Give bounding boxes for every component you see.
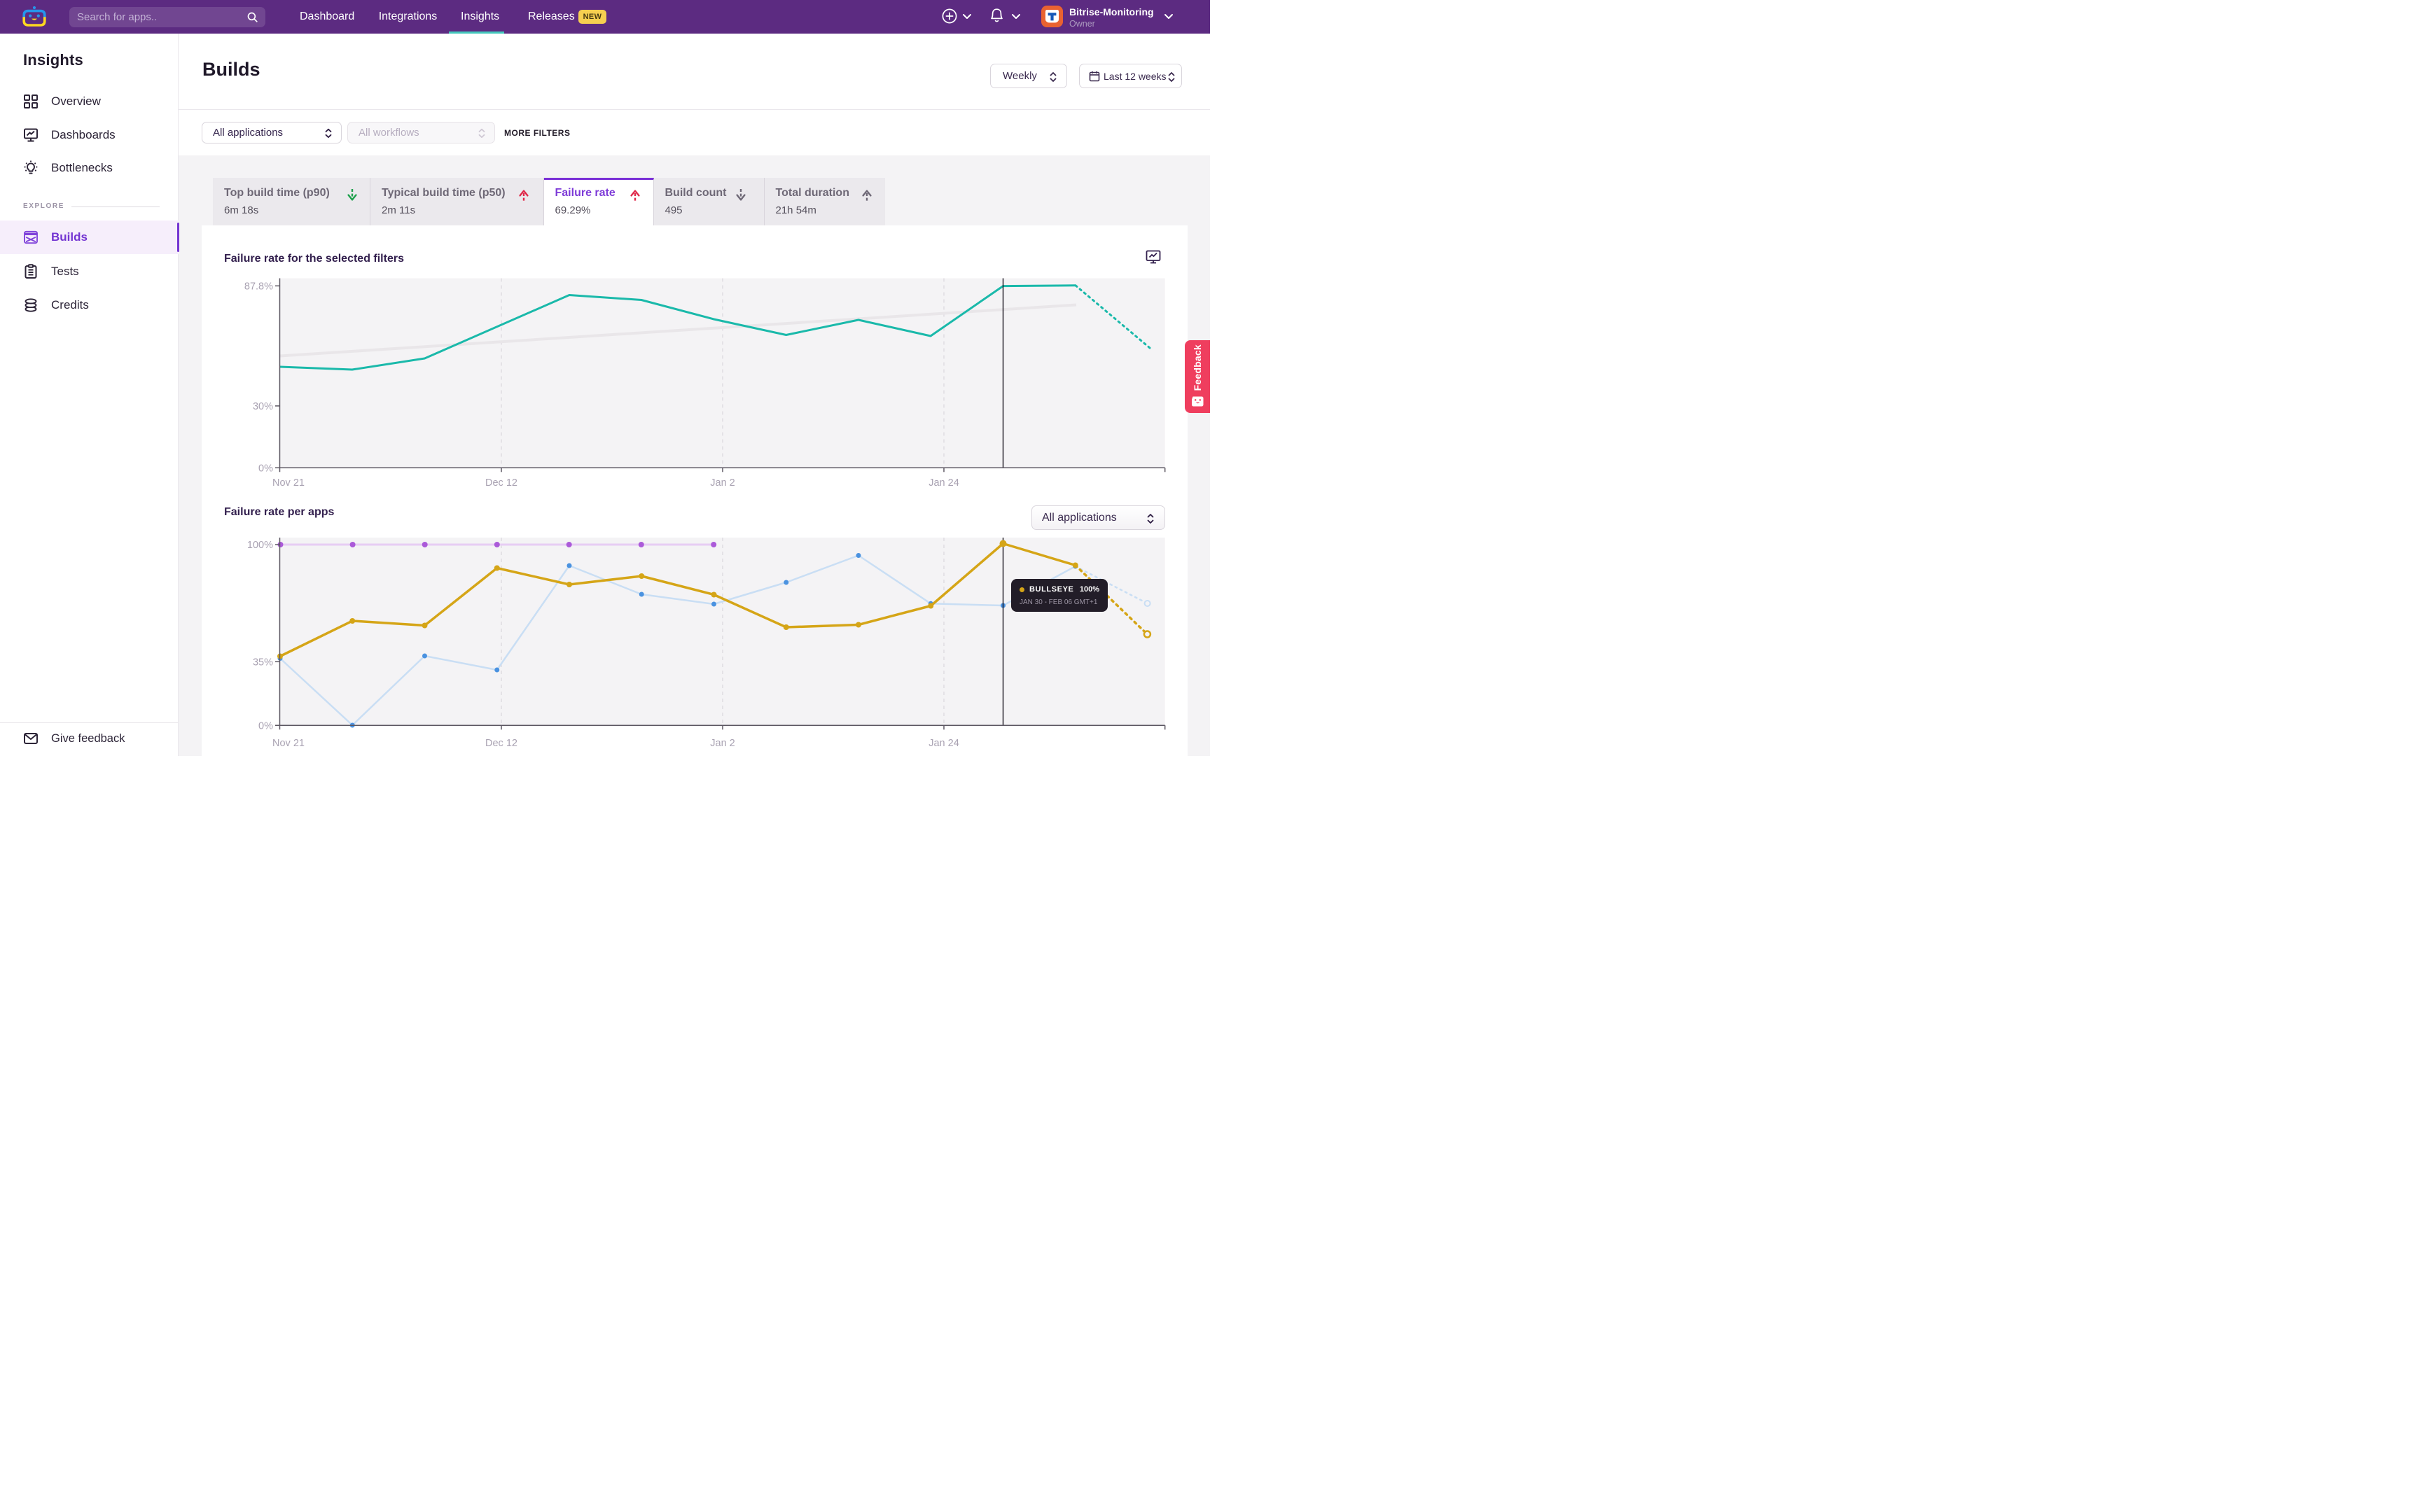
svg-text:0%: 0% (258, 720, 273, 732)
svg-text:30%: 30% (253, 401, 273, 412)
svg-text:0%: 0% (258, 463, 273, 474)
svg-text:35%: 35% (253, 657, 273, 668)
svg-text:100%: 100% (247, 540, 273, 551)
svg-text:Jan 24: Jan 24 (929, 477, 959, 489)
svg-text:Nov 21: Nov 21 (272, 477, 305, 489)
svg-text:Dec 12: Dec 12 (485, 477, 517, 489)
svg-text:Dec 12: Dec 12 (485, 738, 517, 749)
svg-text:Nov 21: Nov 21 (272, 738, 305, 749)
svg-text:87.8%: 87.8% (244, 281, 273, 292)
svg-text:Jan 24: Jan 24 (929, 738, 959, 749)
svg-text:Jan 2: Jan 2 (710, 477, 735, 489)
svg-text:Jan 2: Jan 2 (710, 738, 735, 749)
